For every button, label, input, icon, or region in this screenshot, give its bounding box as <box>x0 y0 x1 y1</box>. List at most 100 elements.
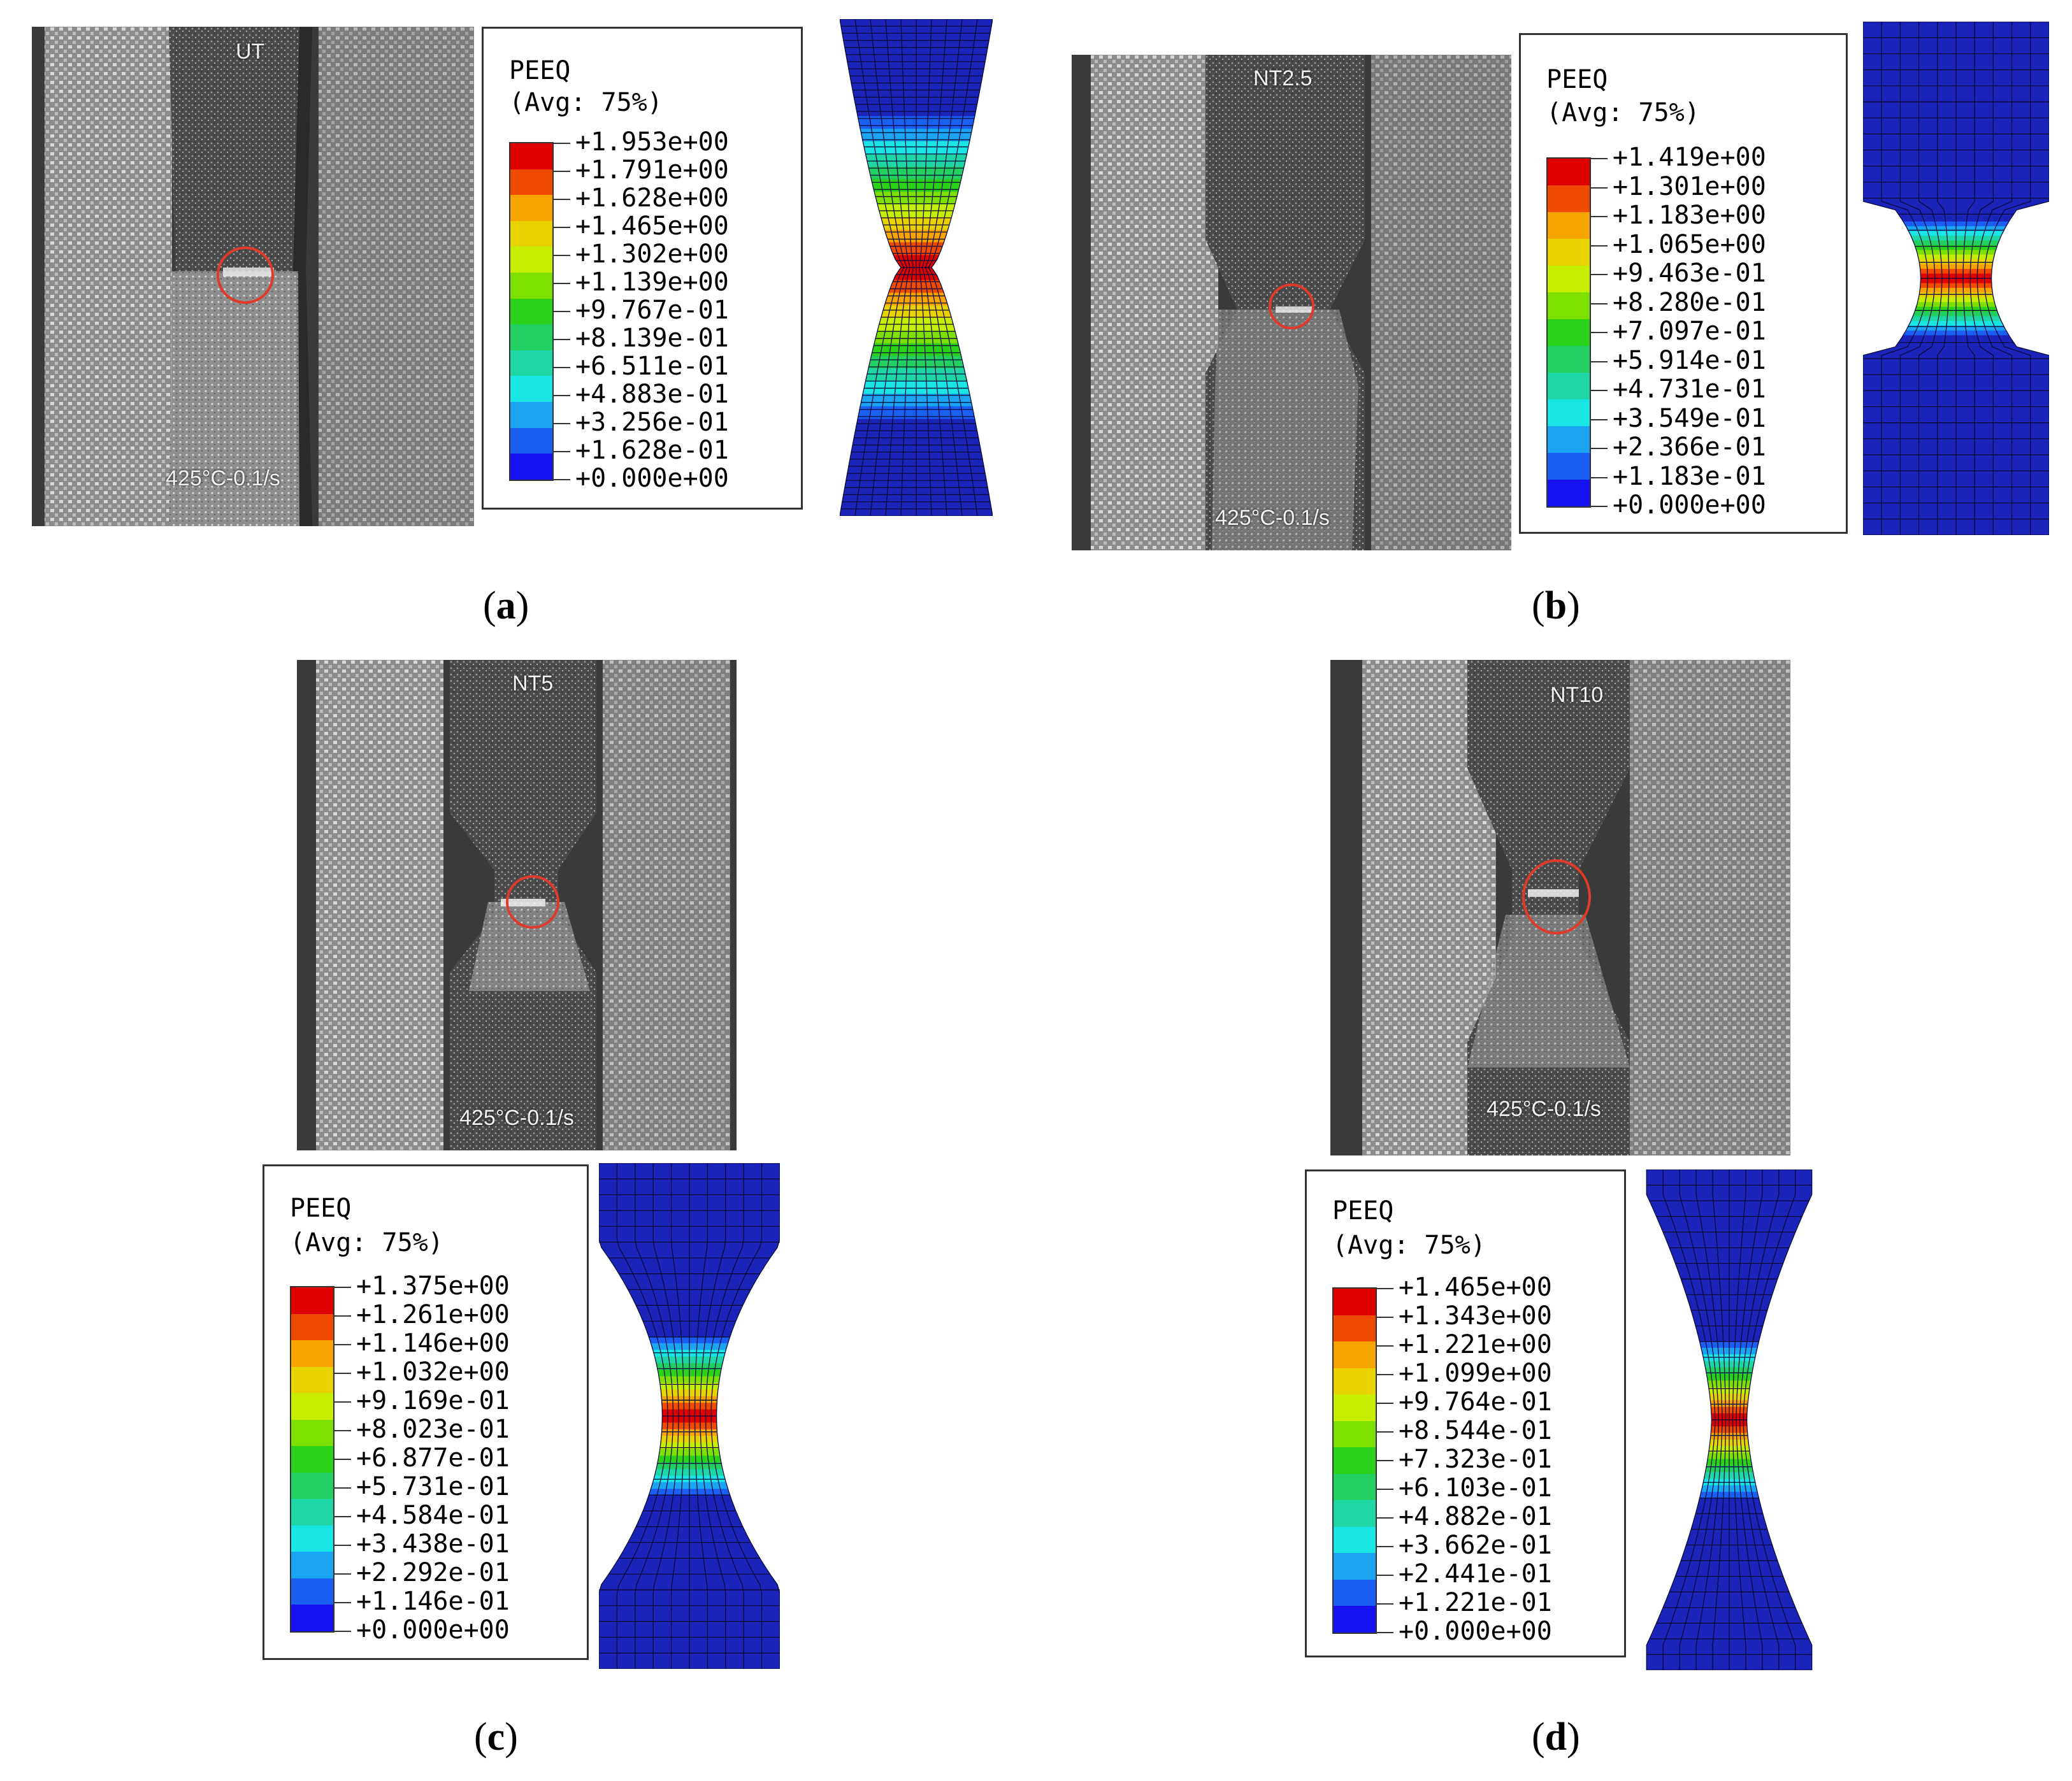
mesh-drawing <box>840 19 993 516</box>
colorbar-swatch <box>510 376 552 403</box>
colorbar-tick <box>552 227 570 228</box>
colorbar-tick <box>1376 1632 1393 1633</box>
fe-mesh-b <box>1863 22 2049 535</box>
colorbar-swatch <box>510 273 552 299</box>
colorbar-swatch <box>291 1472 333 1499</box>
colorbar-tick <box>552 199 570 200</box>
colorbar-value: +1.146e+00 <box>356 1329 510 1358</box>
colorbar-value: +7.097e-01 <box>1613 317 1766 346</box>
colorbar-value: +1.221e+00 <box>1399 1330 1552 1359</box>
legend-title: PEEQ <box>509 56 571 85</box>
colorbar-value: +3.662e-01 <box>1399 1531 1552 1560</box>
specimen-photo-b <box>1072 55 1511 550</box>
colorbar-value: +7.323e-01 <box>1399 1445 1552 1474</box>
colorbar-value: +0.000e+00 <box>1613 490 1766 520</box>
colorbar-value: +4.883e-01 <box>575 380 729 409</box>
legend-c: PEEQ (Avg: 75%) +1.375e+00 +1.261e+00 +1.1… <box>263 1164 589 1660</box>
colorbar-value: +2.292e-01 <box>356 1558 510 1587</box>
colorbar-tick <box>333 1373 351 1374</box>
colorbar-value: +1.065e+00 <box>1613 229 1766 259</box>
legend-title: PEEQ <box>1546 65 1608 94</box>
colorbar-tick <box>552 255 570 256</box>
colorbar-swatch <box>1334 1553 1376 1580</box>
colorbar-swatch <box>1548 346 1590 373</box>
colorbar-tick <box>1590 216 1608 217</box>
colorbar-value: +9.463e-01 <box>1613 259 1766 288</box>
legend-subtitle: (Avg: 75%) <box>509 88 663 117</box>
colorbar-tick <box>1376 1317 1393 1318</box>
colorbar-value: +5.731e-01 <box>356 1472 510 1501</box>
legend-title: PEEQ <box>290 1194 352 1223</box>
colorbar-tick <box>333 1315 351 1317</box>
colorbar-value: +1.419e+00 <box>1613 143 1766 172</box>
colorbar-swatch <box>1334 1500 1376 1527</box>
colorbar-swatch <box>1548 239 1590 266</box>
colorbar-tick <box>1376 1403 1393 1404</box>
legend-b: PEEQ (Avg: 75%) +1.419e+00 +1.301e+00 +1.1… <box>1519 33 1848 534</box>
colorbar-swatch <box>1548 319 1590 346</box>
colorbar-value: +4.882e-01 <box>1399 1502 1552 1531</box>
colorbar-swatch <box>510 402 552 428</box>
colorbar-tick <box>1376 1489 1393 1490</box>
colorbar-tick <box>552 423 570 424</box>
colorbar-tick <box>1590 187 1608 189</box>
legend-d: PEEQ (Avg: 75%) +1.465e+00 +1.343e+00 +1.2… <box>1305 1169 1626 1657</box>
colorbar-swatch <box>1334 1473 1376 1501</box>
colorbar-value: +1.343e+00 <box>1399 1301 1552 1331</box>
colorbar-tick <box>1376 1345 1393 1347</box>
colorbar-tick <box>333 1344 351 1345</box>
colorbar-tick <box>333 1573 351 1575</box>
colorbar-tick <box>552 311 570 312</box>
colorbar-swatch <box>1334 1394 1376 1421</box>
fe-mesh-d <box>1641 1169 1817 1670</box>
colorbar-swatch <box>510 350 552 376</box>
fracture-circle <box>1522 859 1591 934</box>
colorbar-value: +1.628e+00 <box>575 183 729 213</box>
legend-subtitle: (Avg: 75%) <box>290 1228 443 1257</box>
colorbar-value: +8.139e-01 <box>575 324 729 353</box>
colorbar-value: +1.139e+00 <box>575 268 729 297</box>
colorbar-swatch <box>510 169 552 196</box>
colorbar-value: +9.169e-01 <box>356 1386 510 1415</box>
colorbar-swatch <box>1334 1289 1376 1315</box>
colorbar-value: +2.366e-01 <box>1613 433 1766 462</box>
dic-photo-d: NT10 425°C-0.1/s <box>1330 660 1790 1155</box>
colorbar-tick <box>1376 1460 1393 1461</box>
colorbar-value: +1.183e-01 <box>1613 461 1766 491</box>
colorbar-swatch <box>291 1499 333 1526</box>
colorbar-tick <box>1376 1288 1393 1289</box>
colorbar-swatch <box>1548 212 1590 239</box>
colorbar-swatch <box>1334 1315 1376 1342</box>
colorbar-tick <box>333 1602 351 1603</box>
colorbar-value: +1.791e+00 <box>575 155 729 185</box>
colorbar-swatch <box>291 1393 333 1420</box>
fracture-circle <box>506 875 559 929</box>
condition-label: 425°C-0.1/s <box>459 1106 574 1130</box>
colorbar-tick <box>552 171 570 172</box>
colorbar-swatch <box>510 454 552 480</box>
fracture-circle <box>217 247 274 304</box>
colorbar-swatch <box>1548 399 1590 426</box>
colorbar-value: +0.000e+00 <box>575 464 729 493</box>
colorbar-tick <box>333 1516 351 1517</box>
colorbar <box>290 1286 335 1633</box>
colorbar-value: +1.183e+00 <box>1613 201 1766 230</box>
colorbar-swatch <box>1548 292 1590 319</box>
colorbar-tick <box>333 1487 351 1489</box>
colorbar-tick <box>1590 361 1608 362</box>
dic-photo-c: NT5 425°C-0.1/s <box>297 660 737 1150</box>
colorbar-tick <box>1376 1374 1393 1375</box>
condition-label: 425°C-0.1/s <box>1215 506 1330 530</box>
colorbar-value: +4.584e-01 <box>356 1501 510 1530</box>
colorbar-value: +1.099e+00 <box>1399 1359 1552 1388</box>
colorbar-value: +2.441e-01 <box>1399 1559 1552 1589</box>
colorbar-swatch <box>1548 266 1590 292</box>
caption-c: (c) <box>474 1715 518 1759</box>
legend-subtitle: (Avg: 75%) <box>1546 98 1700 127</box>
colorbar-tick <box>1376 1603 1393 1605</box>
colorbar-value: +6.511e-01 <box>575 352 729 381</box>
colorbar-swatch <box>291 1313 333 1341</box>
colorbar-value: +1.146e-01 <box>356 1587 510 1616</box>
colorbar-swatch <box>291 1340 333 1367</box>
colorbar-value: +3.549e-01 <box>1613 403 1766 433</box>
